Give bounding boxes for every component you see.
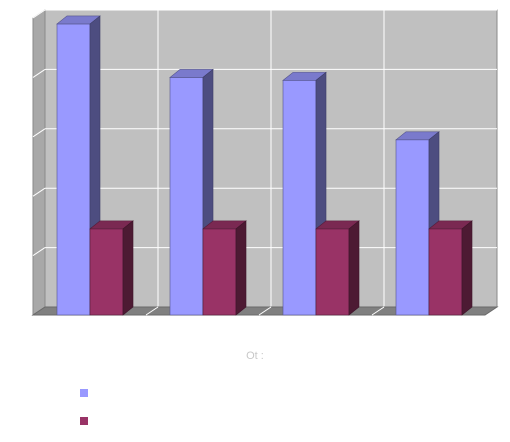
bar-series-2-cat-3: [315, 228, 350, 316]
gridline-side: [32, 68, 46, 78]
floor-gridline: [371, 306, 385, 316]
bar-series-1-cat-1: [56, 23, 91, 316]
x-axis-label: Ot :: [246, 350, 264, 362]
bar-series-1-cat-3: [282, 80, 317, 316]
gridline-side: [32, 187, 46, 197]
legend: [80, 386, 96, 442]
gridline-side: [32, 128, 46, 138]
side-wall: [32, 9, 46, 316]
legend-entry-series-1: [80, 386, 96, 400]
bar-series-2-cat-2: [202, 228, 237, 316]
bar-side-series-2-cat-2: [235, 220, 247, 316]
bar-series-2-cat-1: [89, 228, 124, 316]
legend-swatch-series-2: [80, 417, 88, 425]
bar-side-series-2-cat-4: [461, 220, 473, 316]
bar-series-2-cat-4: [428, 228, 463, 316]
bar-series-1-cat-4: [395, 139, 430, 316]
bar-side-series-2-cat-3: [348, 220, 360, 316]
legend-swatch-series-1: [80, 389, 88, 397]
floor-gridline: [258, 306, 272, 316]
floor-gridline: [145, 306, 159, 316]
gridline-side: [32, 9, 46, 19]
gridline-side: [32, 247, 46, 257]
legend-entry-series-2: [80, 414, 96, 428]
bar-series-1-cat-2: [169, 77, 204, 316]
bar-side-series-2-cat-1: [122, 220, 134, 316]
